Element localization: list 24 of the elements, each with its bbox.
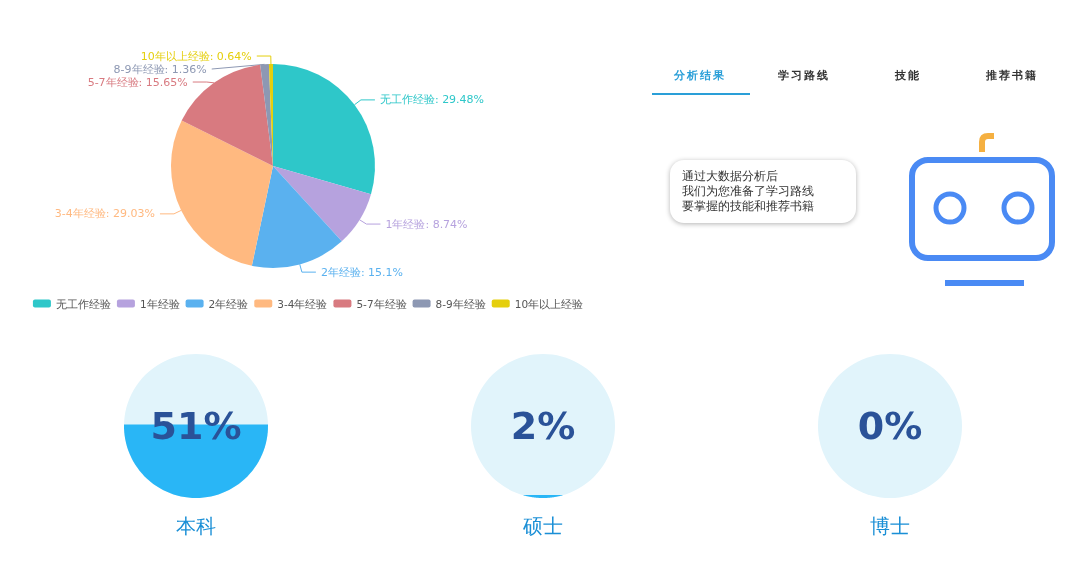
data-label: 8-9年经验: 1.36% — [113, 62, 207, 76]
legend-label: 8-9年经验 — [435, 297, 486, 310]
data-label: 3-4年经验: 29.03% — [54, 207, 155, 221]
category-label: 分析结果 — [673, 68, 727, 83]
legend-label: 1年经验 — [139, 297, 180, 310]
category-label: 博士 — [870, 514, 910, 538]
data-label: 10年以上经验: 0.64% — [140, 49, 252, 63]
category-label: 学习路线 — [777, 68, 831, 83]
legend-label: 3-4年经验 — [277, 297, 328, 310]
category-label: 硕士 — [522, 514, 563, 538]
data-label: 无工作经验: 29.48% — [379, 93, 485, 107]
category-label: 技能 — [894, 68, 922, 83]
legend-label: 5-7年经验 — [356, 297, 407, 310]
data-label: 0% — [857, 404, 923, 448]
legend-label: 2年经验 — [208, 297, 249, 310]
category-label: 本科 — [176, 514, 216, 538]
data-label: 2年经验: 15.1% — [320, 265, 404, 279]
legend-label: 10年以上经验 — [514, 297, 584, 310]
legend-label: 无工作经验 — [55, 297, 111, 310]
data-label: 1年经验: 8.74% — [385, 217, 468, 231]
category-label: 推荐书籍 — [985, 68, 1039, 83]
data-label: 2% — [510, 404, 576, 448]
speech-bubble: 通过大数据分析后 我们为您准备了学习路线 要掌握的技能和推荐书籍 — [670, 160, 856, 223]
data-label: 5-7年经验: 15.65% — [87, 75, 188, 89]
